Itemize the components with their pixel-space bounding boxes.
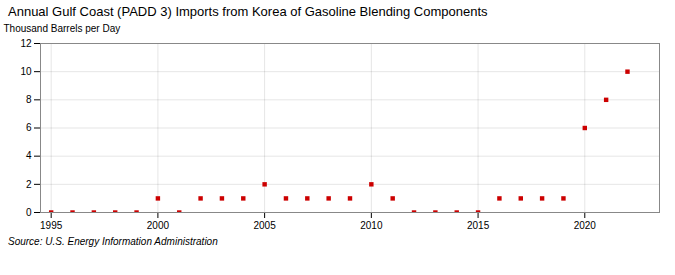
svg-text:2020: 2020 (574, 220, 597, 231)
html-text:Annual Gulf Coast (PADD 3) Imp: Annual Gulf Coast (PADD 3) Imports from … (8, 4, 488, 19)
svg-text:8: 8 (26, 94, 32, 105)
svg-text:4: 4 (26, 150, 32, 161)
svg-text:2010: 2010 (360, 220, 383, 231)
svg-text:2015: 2015 (467, 220, 490, 231)
svg-text:2: 2 (26, 179, 32, 190)
svg-text:6: 6 (26, 122, 32, 133)
svg-text:2005: 2005 (253, 220, 276, 231)
svg-text:12: 12 (20, 38, 32, 49)
svg-text:2000: 2000 (147, 220, 170, 231)
html-text:Source: U.S. Energy Informatio: Source: U.S. Energy Information Administ… (8, 236, 218, 247)
svg-text:Thousand Barrels per Day: Thousand Barrels per Day (4, 23, 121, 34)
svg-text:1995: 1995 (40, 220, 63, 231)
svg-text:0: 0 (26, 207, 32, 218)
svg-text:10: 10 (20, 66, 32, 77)
